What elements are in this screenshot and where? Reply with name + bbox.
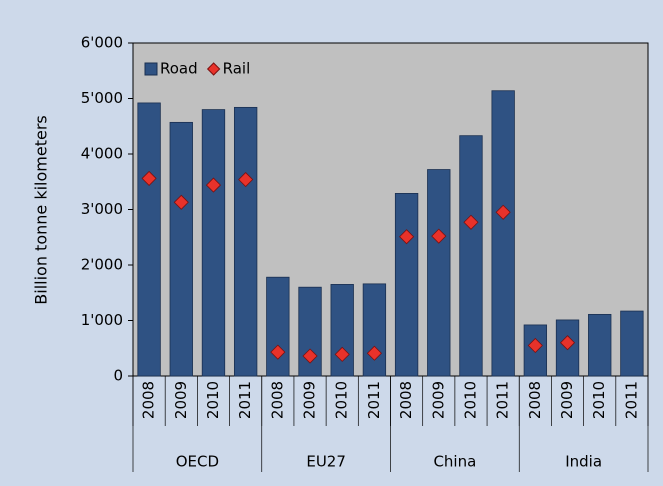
marker — [205, 177, 222, 193]
marker — [366, 345, 382, 361]
x-tick-label: 2011 — [365, 381, 383, 419]
marker — [495, 204, 511, 220]
group-label: OECD — [176, 453, 219, 471]
marker — [399, 229, 415, 245]
x-tick-label: 2008 — [397, 381, 415, 419]
bar — [362, 283, 387, 377]
x-tick-label: 2011 — [622, 381, 640, 419]
marker — [302, 348, 318, 364]
x-tick-label: 2009 — [301, 381, 319, 419]
x-tick-label: 2010 — [333, 381, 351, 419]
legend-swatch — [206, 62, 221, 76]
y-tick-label: 6'000 — [81, 34, 123, 52]
bar — [427, 169, 451, 377]
bar — [491, 90, 515, 377]
marker — [559, 335, 576, 351]
bar — [233, 106, 258, 377]
marker — [270, 344, 286, 360]
bar — [201, 109, 226, 377]
x-tick-label: 2011 — [494, 381, 512, 419]
bar — [137, 102, 161, 377]
x-tick-label: 2008 — [140, 381, 158, 419]
y-tick-label: 4'000 — [81, 145, 123, 163]
x-tick-label: 2010 — [204, 381, 222, 419]
y-tick-label: 2'000 — [81, 256, 123, 274]
bar — [394, 193, 419, 377]
x-tick-label: 2010 — [590, 381, 608, 419]
bar — [169, 121, 193, 377]
x-tick-label: 2009 — [558, 381, 576, 419]
x-tick-label: 2009 — [429, 381, 447, 419]
group-label: China — [433, 453, 476, 471]
y-axis-label: Billion tonne kilometers — [32, 115, 51, 304]
y-tick-label: 0 — [113, 367, 123, 385]
y-tick-label: 5'000 — [81, 89, 123, 107]
bar — [620, 310, 644, 377]
y-tick-label: 3'000 — [81, 200, 123, 218]
x-tick-label: 2011 — [236, 381, 254, 419]
x-tick-label: 2008 — [268, 381, 286, 419]
marker — [173, 194, 189, 210]
x-tick-label: 2008 — [526, 381, 544, 419]
y-tick-label: 1'000 — [81, 311, 123, 329]
group-label: EU27 — [306, 453, 346, 471]
legend-label: Rail — [223, 60, 251, 78]
marker — [463, 214, 479, 230]
marker — [141, 170, 157, 186]
x-tick-label: 2010 — [461, 381, 479, 419]
marker — [527, 337, 543, 354]
legend-swatch — [144, 62, 158, 76]
marker — [238, 171, 254, 188]
group-label: India — [565, 453, 602, 471]
legend-label: Road — [160, 60, 198, 78]
bar — [298, 286, 322, 377]
marker — [334, 346, 350, 362]
bar — [459, 135, 483, 377]
bar — [588, 313, 612, 377]
marker — [431, 228, 447, 244]
x-tick-label: 2009 — [172, 381, 190, 419]
bar — [330, 284, 354, 377]
bar — [266, 276, 290, 377]
